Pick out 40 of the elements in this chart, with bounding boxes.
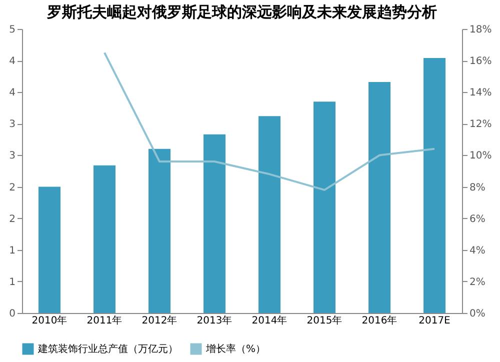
bar	[424, 58, 446, 313]
y2-tick-label: 16%	[470, 56, 492, 68]
x-tick-label: 2015年	[306, 314, 342, 326]
bar	[368, 82, 390, 313]
bar	[148, 148, 170, 313]
bar	[38, 186, 60, 313]
y2-tick-label: 8%	[470, 182, 486, 194]
y2-tick-label: 10%	[470, 150, 492, 162]
x-tick-label: 2011年	[86, 314, 122, 326]
y2-tick-label: 18%	[470, 24, 492, 36]
legend-label: 增长率（%）	[205, 343, 266, 355]
x-tick-label: 2016年	[362, 314, 398, 326]
chart-title: 罗斯托夫崛起对俄罗斯足球的深远影响及未来发展趋势分析	[46, 3, 437, 21]
y2-tick-label: 4%	[470, 245, 486, 256]
bar	[258, 116, 280, 313]
y-tick-label: 4	[9, 88, 16, 99]
y-tick-label: 4	[9, 56, 16, 68]
y-tick-label: 2	[9, 214, 16, 225]
x-tick-label: 2017E	[418, 316, 450, 326]
bar	[314, 102, 336, 313]
y2-tick-label: 12%	[470, 119, 492, 130]
bar	[204, 134, 226, 313]
legend-label: 建筑装饰行业总产值（万亿元）	[37, 343, 178, 355]
y-tick-label: 1	[9, 276, 16, 288]
y-tick-label: 3	[9, 119, 16, 130]
x-tick-label: 2012年	[142, 314, 178, 326]
y2-tick-label: 6%	[470, 214, 486, 225]
y-tick-label: 1	[9, 245, 16, 256]
x-tick-label: 2013年	[196, 314, 232, 326]
y2-tick-label: 0%	[470, 308, 486, 320]
y-tick-label: 0	[9, 308, 16, 320]
x-tick-label: 2010年	[32, 314, 68, 326]
y-tick-label: 3	[9, 150, 16, 162]
x-tick-label: 2014年	[252, 314, 288, 326]
y-tick-label: 2	[9, 182, 16, 194]
y2-tick-label: 14%	[470, 88, 492, 99]
bar	[94, 165, 116, 313]
y2-tick-label: 2%	[470, 276, 486, 288]
y-tick-label: 5	[9, 24, 16, 36]
line-series	[104, 52, 436, 191]
